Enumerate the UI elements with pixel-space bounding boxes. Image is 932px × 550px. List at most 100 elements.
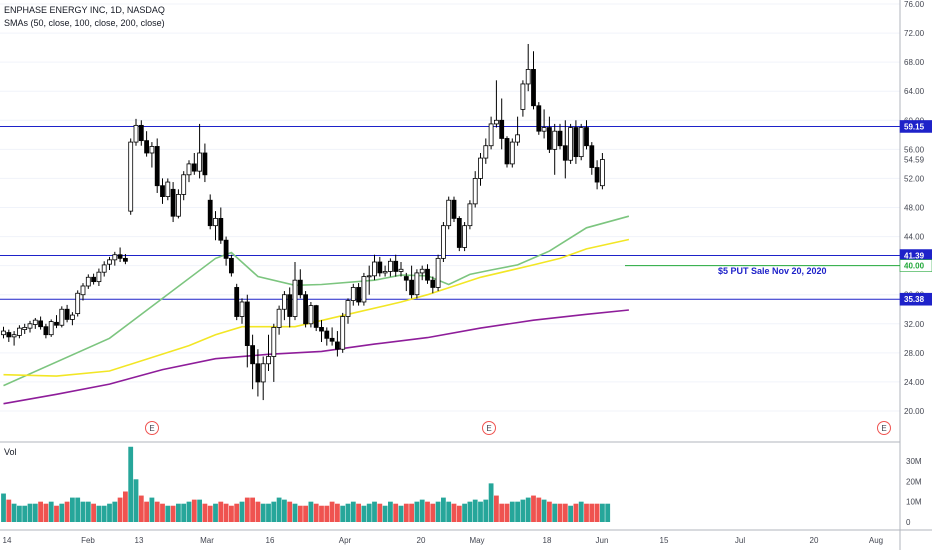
earnings-marker-label: E — [149, 424, 154, 433]
candle-body — [70, 314, 75, 320]
candle-body — [85, 276, 91, 287]
price-badges: 59.15 41.39 35.38 40.00 54.59 — [899, 120, 932, 306]
volume-bar — [504, 503, 510, 522]
indicator-legend: SMAs (50, close, 100, close, 200, close) — [4, 18, 165, 28]
candle-body — [181, 174, 187, 195]
candle-body — [107, 259, 112, 265]
volume-bar — [509, 501, 515, 522]
volume-bar — [350, 501, 356, 522]
candle-body — [128, 141, 134, 212]
volume-bar — [70, 497, 75, 522]
candle-body — [276, 308, 282, 328]
candle-body — [112, 254, 118, 261]
time-tick-label: 18 — [543, 536, 552, 545]
candle-body — [101, 264, 107, 273]
candle-body — [557, 130, 563, 147]
volume-bar — [266, 503, 271, 522]
volume-bar — [22, 505, 28, 522]
volume-bar — [48, 501, 54, 522]
volume-bar — [446, 501, 452, 522]
candle-body — [435, 257, 441, 288]
candle-body — [228, 257, 234, 274]
candle-body — [207, 199, 213, 227]
candle-body — [525, 69, 531, 85]
price-tick-label: 20.00 — [904, 407, 925, 416]
candle-body — [170, 188, 176, 217]
volume-bar — [589, 503, 595, 522]
candle-body — [218, 218, 224, 241]
candle-body — [520, 83, 526, 110]
candle-body — [80, 285, 86, 296]
candle-body — [59, 308, 65, 326]
sma-line — [3, 309, 629, 405]
volume-bar — [557, 503, 563, 522]
volume-bar — [107, 503, 112, 522]
volume-bar — [398, 505, 404, 522]
volume-bar — [96, 505, 102, 522]
volume-bar — [584, 503, 589, 522]
volume-bar — [91, 503, 96, 522]
volume-bar — [547, 501, 552, 522]
volume-bar — [361, 505, 367, 522]
candle-body — [255, 363, 261, 383]
candle-body — [451, 199, 457, 219]
candle-body — [123, 257, 128, 262]
candle-body — [472, 178, 478, 205]
volume-bar — [494, 495, 499, 522]
volume-bar — [144, 501, 149, 522]
volume-tick-label: 0 — [906, 518, 911, 527]
volume-bar — [218, 501, 224, 522]
candle-body — [398, 268, 404, 272]
volume-bar — [255, 501, 261, 522]
volume-bar — [594, 503, 600, 522]
volume-bar — [462, 503, 467, 522]
volume-tick-label: 20M — [906, 477, 922, 486]
volume-bar — [75, 497, 81, 522]
volume-bar — [234, 503, 240, 522]
volume-bar — [271, 501, 277, 522]
candle-body — [562, 145, 568, 161]
time-tick-label: 15 — [660, 536, 669, 545]
volume-bar — [456, 505, 462, 522]
volume-bar — [520, 499, 526, 522]
candle-body — [54, 321, 59, 326]
candle-body — [589, 145, 595, 168]
volume-bar — [59, 503, 65, 522]
price-tick-label: 68.00 — [904, 58, 925, 67]
volume-bar — [382, 505, 388, 522]
volume-pane-title: Vol — [4, 447, 17, 457]
earnings-marker — [145, 421, 159, 435]
candle-body — [319, 327, 324, 332]
candle-body — [600, 159, 605, 187]
candle-body — [440, 225, 446, 259]
time-tick-label: 20 — [810, 536, 819, 545]
candle-body — [234, 287, 240, 317]
last-price-label: 54.59 — [904, 156, 925, 165]
candle-body — [446, 199, 452, 227]
volume-bar — [282, 499, 287, 522]
candle-body — [334, 341, 340, 350]
candle-body — [43, 326, 49, 336]
candle-body — [1, 330, 6, 336]
candle-body — [266, 356, 271, 365]
candle-body — [202, 152, 208, 176]
volume-bar — [244, 497, 250, 522]
candle-body — [403, 276, 409, 281]
horizontal-lines — [0, 125, 900, 300]
volume-bar — [181, 503, 187, 522]
candle-body — [271, 327, 277, 357]
candle-body — [377, 261, 383, 274]
volume-bar — [85, 501, 91, 522]
candle-body — [350, 287, 356, 301]
candle-body — [96, 271, 102, 283]
candle-body — [578, 127, 584, 158]
candle-body — [260, 363, 266, 383]
volume-bar — [133, 479, 139, 522]
candle-body — [197, 152, 203, 172]
time-tick-label: 16 — [266, 536, 275, 545]
volume-bar — [123, 491, 128, 522]
candle-body — [493, 119, 499, 125]
time-tick-label: Mar — [200, 536, 214, 545]
price-tick-label: 48.00 — [904, 204, 925, 213]
price-tick-label: 24.00 — [904, 378, 925, 387]
